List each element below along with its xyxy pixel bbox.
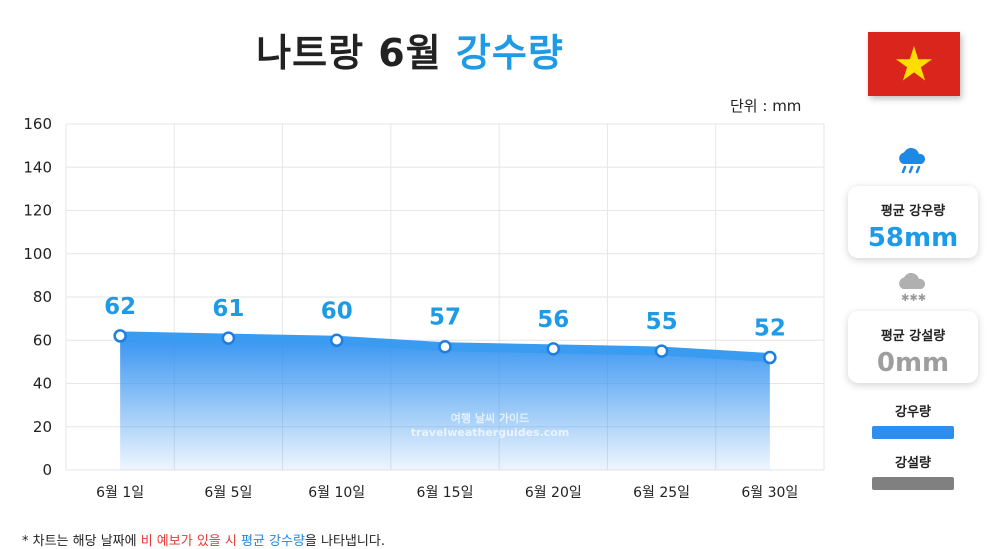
x-tick-label: 6월 30일 <box>741 485 798 501</box>
page-title: 나트랑 6월 강수량 <box>0 22 820 77</box>
data-point <box>438 339 452 354</box>
data-label: 55 <box>646 309 678 335</box>
legend-rain-label: 강우량 <box>895 405 931 420</box>
y-tick-label: 100 <box>23 245 52 263</box>
avg-rain-value: 58mm <box>867 223 959 253</box>
vietnam-flag-icon <box>868 32 960 96</box>
x-tick-label: 6월 20일 <box>525 485 582 501</box>
y-tick-label: 80 <box>33 288 52 306</box>
legend-rain-swatch <box>872 426 954 439</box>
y-tick-label: 140 <box>23 158 52 176</box>
x-tick-label: 6월 5일 <box>204 485 252 501</box>
snow-cloud-icon: ✱✱✱ <box>899 272 926 302</box>
footnote-suffix: 을 나타냅니다. <box>304 534 385 549</box>
avg-rain-label: 평균 강우량 <box>880 204 946 219</box>
x-tick-label: 6월 25일 <box>633 485 690 501</box>
y-tick-label: 60 <box>33 331 52 349</box>
watermark: 여행 날씨 가이드 travelweatherguides.com <box>400 412 580 440</box>
data-point <box>654 344 669 358</box>
title-accent: 강수량 <box>455 31 564 75</box>
watermark-line2: travelweatherguides.com <box>410 426 570 439</box>
title-main: 나트랑 6월 <box>256 31 442 75</box>
data-label: 57 <box>429 305 461 331</box>
rain-cloud-icon <box>899 147 926 174</box>
data-label: 52 <box>754 316 786 342</box>
y-tick-label: 40 <box>33 375 52 393</box>
footnote-prefix: * 차트는 해당 날짜에 <box>22 534 141 549</box>
data-label: 62 <box>104 294 136 320</box>
data-label: 60 <box>321 298 353 324</box>
avg-snow-value: 0mm <box>876 348 950 378</box>
y-tick-label: 20 <box>33 418 52 436</box>
avg-snow-label: 평균 강설량 <box>880 329 946 344</box>
legend-snow-swatch <box>872 477 954 490</box>
avg-rain-card: 평균 강우량 58mm <box>848 186 978 258</box>
legend-snow-label: 강설량 <box>895 456 931 471</box>
y-tick-label: 120 <box>23 202 52 220</box>
data-point <box>113 329 127 343</box>
data-point <box>329 333 344 347</box>
footnote: * 차트는 해당 날짜에 비 예보가 있을 시 평균 강수량을 나타냅니다. <box>22 530 385 549</box>
data-point <box>221 331 236 345</box>
data-point <box>546 342 561 356</box>
watermark-line1: 여행 날씨 가이드 <box>450 412 530 425</box>
data-label: 56 <box>537 307 569 333</box>
unit-label: 단위 : mm <box>730 97 802 115</box>
x-tick-label: 6월 10일 <box>308 485 365 501</box>
series-area <box>120 335 770 470</box>
data-point <box>763 350 777 365</box>
y-tick-label: 0 <box>42 461 52 479</box>
avg-snow-card: 평균 강설량 0mm <box>848 311 978 383</box>
svg-text:✱✱✱: ✱✱✱ <box>901 293 926 302</box>
x-tick-label: 6월 15일 <box>417 485 474 501</box>
rainfall-chart: 0 20 40 60 80 100 120 140 160 6월 1일 6월 5일 6월 10일 6월 … <box>23 115 825 501</box>
footnote-blue: 평균 강수량 <box>240 534 305 549</box>
y-tick-label: 160 <box>23 115 52 133</box>
x-tick-label: 6월 1일 <box>96 485 144 501</box>
footnote-red: 비 예보가 있을 시 <box>140 534 237 549</box>
data-label: 61 <box>212 296 244 322</box>
